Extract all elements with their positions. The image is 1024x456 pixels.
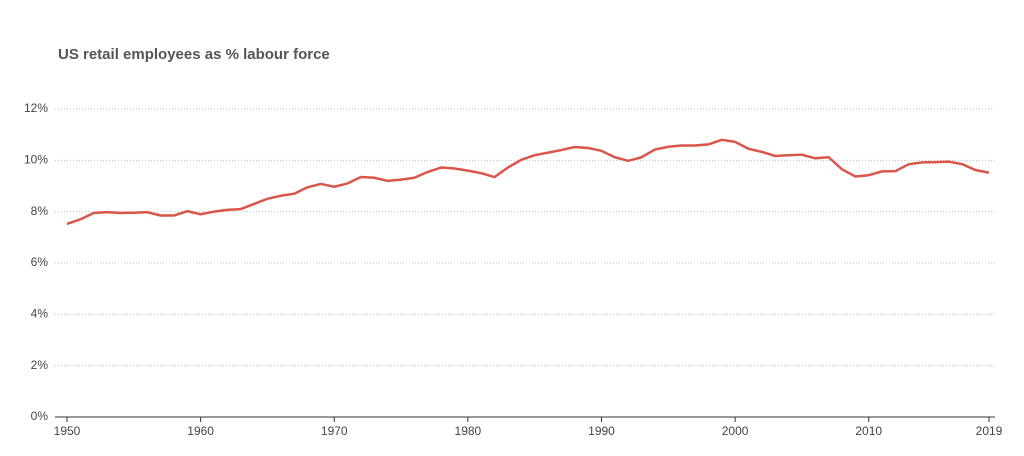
x-tick-label: 1980 bbox=[455, 424, 482, 438]
y-tick-label: 12% bbox=[24, 101, 48, 115]
x-tick-label: 1990 bbox=[588, 424, 615, 438]
y-tick-label: 10% bbox=[24, 153, 48, 167]
chart-title: US retail employees as % labour force bbox=[58, 46, 330, 63]
x-tick-label: 1960 bbox=[187, 424, 214, 438]
x-tick-label: 2010 bbox=[855, 424, 882, 438]
x-tick-label: 1950 bbox=[54, 424, 81, 438]
y-tick-label: 0% bbox=[31, 409, 49, 423]
y-tick-label: 4% bbox=[31, 307, 49, 321]
y-tick-label: 6% bbox=[31, 255, 49, 269]
x-tick-label: 2000 bbox=[722, 424, 749, 438]
y-tick-label: 8% bbox=[31, 204, 49, 218]
data-line bbox=[66, 138, 990, 226]
x-tick-label: 2019 bbox=[976, 424, 1003, 438]
y-tick-label: 2% bbox=[31, 358, 49, 372]
x-tick-label: 1970 bbox=[321, 424, 348, 438]
